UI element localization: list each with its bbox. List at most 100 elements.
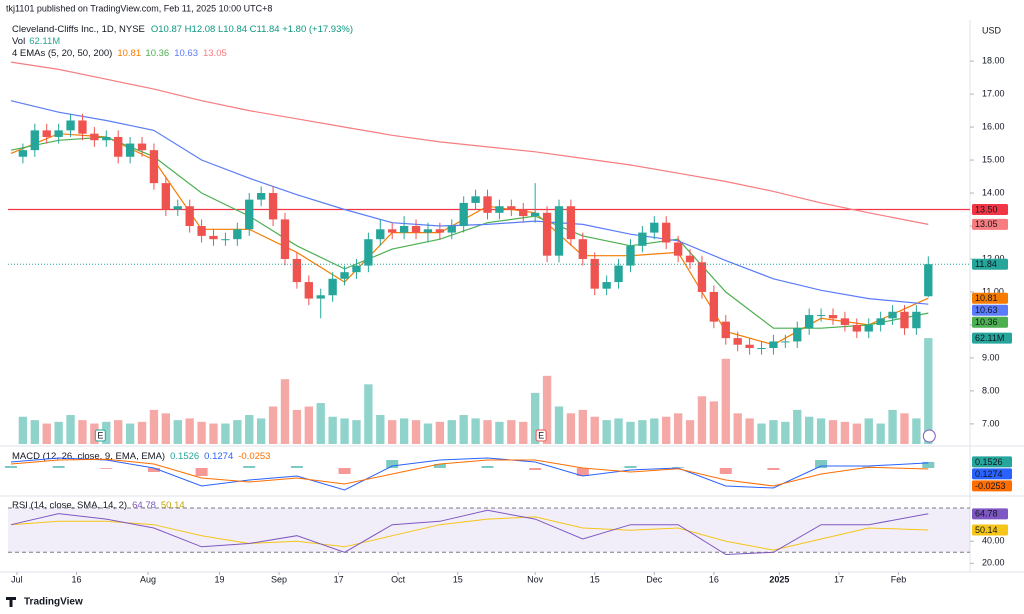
axis-badge-label: 50.14 <box>975 525 998 535</box>
y-tick-label: 11.00 <box>982 286 1004 296</box>
volume-bar <box>793 409 802 444</box>
macd-histogram-bar <box>243 466 256 468</box>
y-tick-label: 8.00 <box>982 385 1000 395</box>
candle-body <box>614 265 623 283</box>
volume-bar <box>18 416 28 444</box>
axis-badge <box>972 456 1012 468</box>
axis-badge <box>972 316 1008 328</box>
volume-bar <box>268 406 278 444</box>
macd-histogram-bar <box>52 466 65 468</box>
macd-line <box>10 457 929 491</box>
macd-histogram-bar <box>147 468 160 472</box>
volume-bar <box>840 421 850 444</box>
volume-bar <box>757 423 766 444</box>
axis-badge-label: 0.1274 <box>975 469 1003 479</box>
x-tick-label: 15 <box>590 574 600 584</box>
legend-volume: Vol 62.11M <box>12 36 60 47</box>
y-tick-label: 9.00 <box>982 352 1000 362</box>
volume-bar <box>924 338 933 444</box>
x-tick-label: 19 <box>214 574 224 584</box>
event-icon <box>922 429 936 443</box>
candle-body <box>721 321 730 339</box>
volume-bar <box>280 379 290 444</box>
macd-histogram-bar <box>576 468 589 476</box>
macd-histogram-bar <box>767 468 780 470</box>
macd-value: 0.1526 <box>170 451 199 462</box>
candle-body <box>102 136 111 141</box>
candle-body <box>364 239 373 266</box>
rsi-line <box>10 509 929 556</box>
macd-histogram-bar <box>922 461 935 468</box>
axis-badge-label: -0.0253 <box>975 481 1006 491</box>
candle-body <box>221 239 230 241</box>
candle-body <box>781 341 790 343</box>
legend-symbol: Cleveland-Cliffs Inc., 1D, NYSE O10.87 H1… <box>12 24 353 35</box>
axis-badge-label: 62.11M <box>975 333 1004 343</box>
x-tick-label: Sep <box>271 574 287 584</box>
candle-body <box>161 183 171 210</box>
candle-body <box>54 130 63 137</box>
candle-body <box>733 338 742 345</box>
rsi-sma-value: 50.14 <box>161 500 185 511</box>
x-tick-label: 2025 <box>769 574 789 584</box>
candle-body <box>388 229 397 233</box>
x-tick-label: Aug <box>140 574 156 584</box>
candle-body <box>292 258 302 283</box>
volume-bar <box>721 358 730 444</box>
rsi-sma-line <box>10 516 929 551</box>
y-tick-label: 40.00 <box>982 536 1005 546</box>
x-tick-label: 17 <box>834 574 844 584</box>
volume-bar <box>697 396 707 444</box>
x-tick-label: Jul <box>11 574 23 584</box>
volume-bar <box>292 409 302 444</box>
volume-bar <box>66 415 75 444</box>
earnings-marker <box>94 429 106 442</box>
candle-body <box>900 311 909 329</box>
volume-bar <box>388 420 397 444</box>
candle-body <box>530 212 540 217</box>
volume-bar <box>328 416 337 444</box>
axis-badge <box>972 204 1008 216</box>
axis-badge-label: 10.63 <box>975 305 998 315</box>
volume-bar <box>805 416 814 444</box>
volume-bar <box>900 413 909 444</box>
volume-bar <box>507 420 516 444</box>
macd-histogram-bar <box>719 468 732 474</box>
candle-body <box>328 278 337 296</box>
volume-bar <box>30 420 39 444</box>
axis-badge <box>972 524 1008 536</box>
candle-body <box>673 242 683 256</box>
y-tick-label: 16.00 <box>982 121 1005 131</box>
volume-value: 62.11M <box>29 36 60 47</box>
macd-histogram-bar <box>4 466 17 468</box>
volume-bar <box>673 413 683 444</box>
macd-histogram-bar <box>481 466 494 468</box>
y-tick-label: 20.00 <box>982 558 1005 568</box>
x-tick-label: 15 <box>453 574 463 584</box>
volume-bar <box>912 418 921 444</box>
volume-bar <box>554 406 564 444</box>
axis-badge-label: 13.05 <box>975 219 998 229</box>
candle-body <box>18 150 28 157</box>
rsi-value: 64.78 <box>132 500 156 511</box>
volume-bar <box>423 423 433 444</box>
volume-bar <box>530 392 540 444</box>
ema-value: 13.05 <box>203 48 227 59</box>
publisher: tkj1101 published on TradingView.com, Fe… <box>6 3 272 13</box>
volume-title: Vol <box>12 36 25 47</box>
candle-body <box>769 341 778 349</box>
candle-body <box>209 235 218 240</box>
axis-badge <box>972 332 1012 344</box>
candle-body <box>697 262 707 292</box>
volume-bar <box>602 420 611 444</box>
volume-bar <box>185 418 194 444</box>
candle-body <box>90 133 99 141</box>
ema-value: 10.81 <box>117 48 140 59</box>
candle-body <box>745 344 754 349</box>
candle-body <box>578 239 587 259</box>
axis-badge <box>972 258 1008 270</box>
candle-body <box>376 229 385 240</box>
candle-body <box>554 206 564 256</box>
